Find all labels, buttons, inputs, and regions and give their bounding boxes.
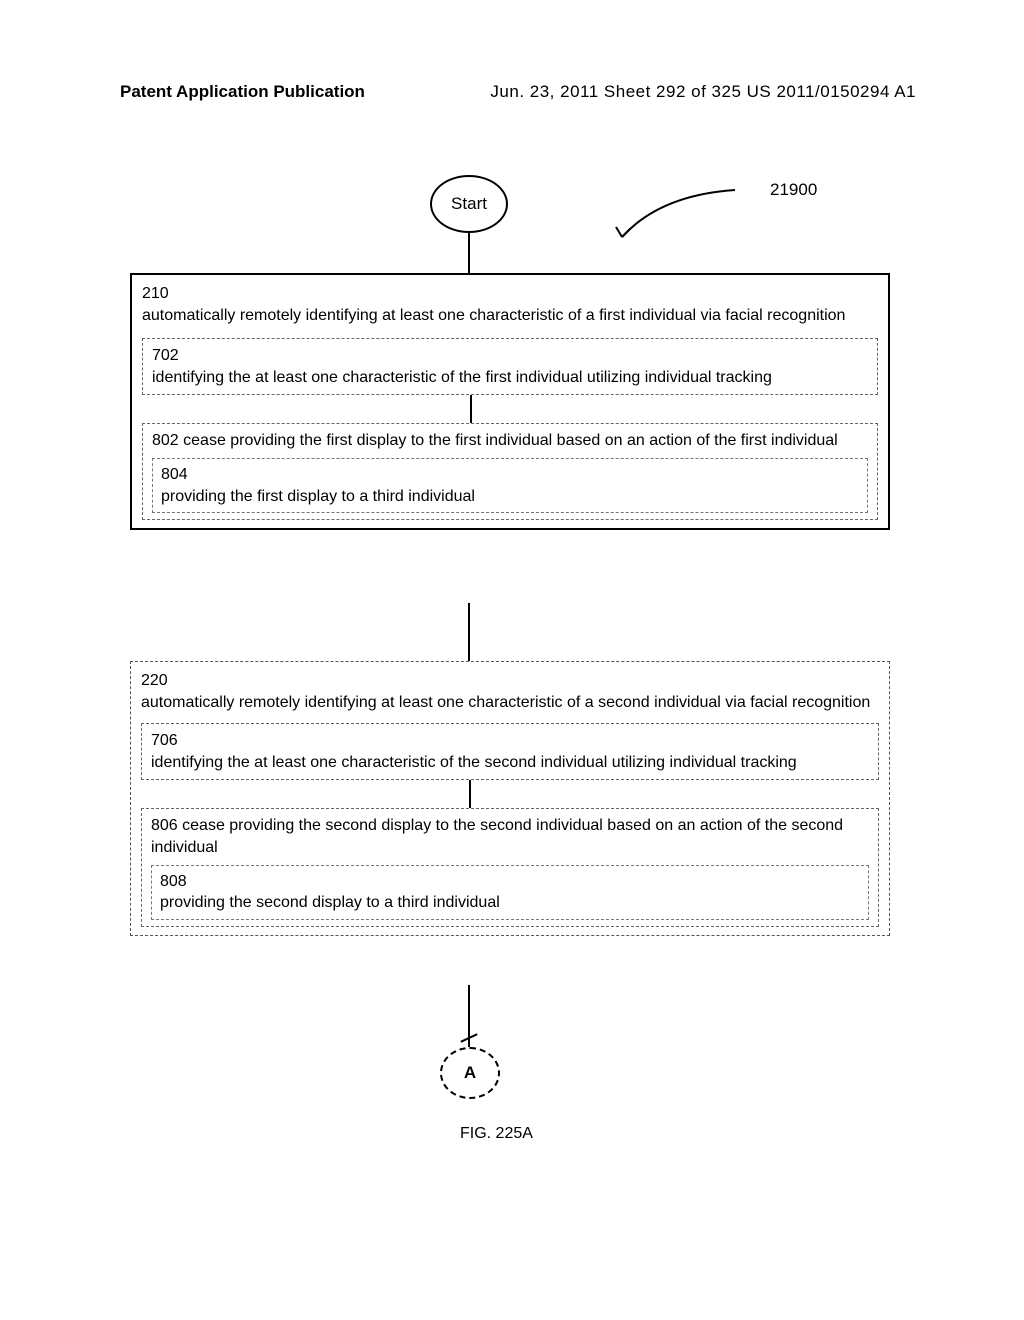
arrow-curve-icon xyxy=(610,185,740,245)
inner-connector xyxy=(142,395,878,423)
step-210-num: 210 xyxy=(142,283,878,305)
step-220-text: automatically remotely identifying at le… xyxy=(141,692,879,714)
substep-702-text: identifying the at least one characteris… xyxy=(152,367,868,389)
start-label: Start xyxy=(451,194,487,214)
connector-line xyxy=(468,233,470,273)
reference-arrow: 21900 xyxy=(610,185,790,245)
reference-number: 21900 xyxy=(770,180,817,200)
substep-706-text: identifying the at least one characteris… xyxy=(151,752,869,774)
header-left: Patent Application Publication xyxy=(120,82,365,102)
header-right: Jun. 23, 2011 Sheet 292 of 325 US 2011/0… xyxy=(490,82,916,102)
substep-808-num: 808 xyxy=(160,871,860,893)
substep-802-text: 802 cease providing the first display to… xyxy=(152,430,868,452)
substep-806-text: 806 cease providing the second display t… xyxy=(151,815,869,858)
connector-line xyxy=(470,395,472,423)
substep-808-text: providing the second display to a third … xyxy=(160,892,860,914)
substep-706-num: 706 xyxy=(151,730,869,752)
substep-804: 804 providing the first display to a thi… xyxy=(152,458,868,513)
start-node: Start xyxy=(430,175,508,233)
substep-806: 806 cease providing the second display t… xyxy=(141,808,879,926)
end-connector-a: A xyxy=(440,1047,500,1099)
step-210-text: automatically remotely identifying at le… xyxy=(142,305,878,327)
substep-804-num: 804 xyxy=(161,464,859,486)
substep-706: 706 identifying the at least one charact… xyxy=(141,723,879,780)
step-220-num: 220 xyxy=(141,670,879,692)
substep-702-num: 702 xyxy=(152,345,868,367)
figure-caption: FIG. 225A xyxy=(460,1125,533,1143)
page-header: Patent Application Publication Jun. 23, … xyxy=(0,82,1024,102)
connector-line xyxy=(469,780,471,808)
step-210: 210 automatically remotely identifying a… xyxy=(130,273,890,530)
connector-line xyxy=(468,603,470,661)
inner-connector xyxy=(141,780,879,808)
substep-802: 802 cease providing the first display to… xyxy=(142,423,878,520)
step-220: 220 automatically remotely identifying a… xyxy=(130,661,890,936)
end-label: A xyxy=(464,1063,476,1083)
substep-804-text: providing the first display to a third i… xyxy=(161,486,859,508)
substep-808: 808 providing the second display to a th… xyxy=(151,865,869,920)
substep-702: 702 identifying the at least one charact… xyxy=(142,338,878,395)
